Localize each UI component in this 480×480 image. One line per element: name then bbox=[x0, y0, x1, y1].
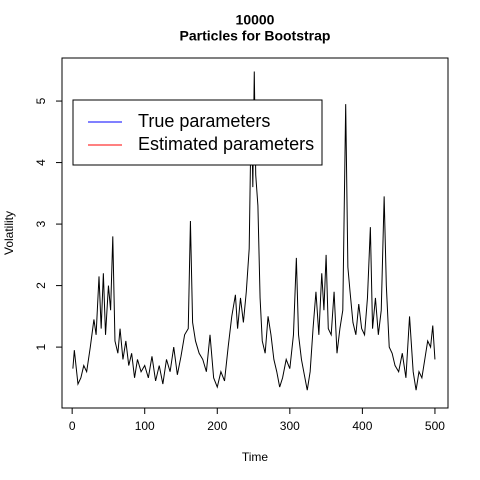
x-tick-label: 0 bbox=[69, 419, 76, 433]
x-axis-label: Time bbox=[242, 450, 269, 464]
y-axis-label: Volatility bbox=[2, 211, 16, 255]
legend-box bbox=[72, 99, 323, 166]
y-tick-label: 4 bbox=[34, 159, 48, 166]
x-tick-label: 100 bbox=[135, 419, 155, 433]
x-tick-label: 400 bbox=[352, 419, 372, 433]
y-tick-label: 3 bbox=[34, 220, 48, 227]
data-line bbox=[72, 71, 436, 391]
x-tick-label: 300 bbox=[280, 419, 300, 433]
y-tick-label: 5 bbox=[34, 97, 48, 104]
x-tick-label: 500 bbox=[425, 419, 445, 433]
y-tick-label: 2 bbox=[34, 282, 48, 289]
chart-title: 10000 bbox=[236, 12, 275, 28]
chart-subtitle: Particles for Bootstrap bbox=[180, 28, 331, 44]
y-tick-label: 1 bbox=[34, 343, 48, 350]
x-tick-label: 200 bbox=[207, 419, 227, 433]
legend-label: Estimated parameters bbox=[138, 134, 314, 154]
legend-label: True parameters bbox=[138, 111, 270, 131]
